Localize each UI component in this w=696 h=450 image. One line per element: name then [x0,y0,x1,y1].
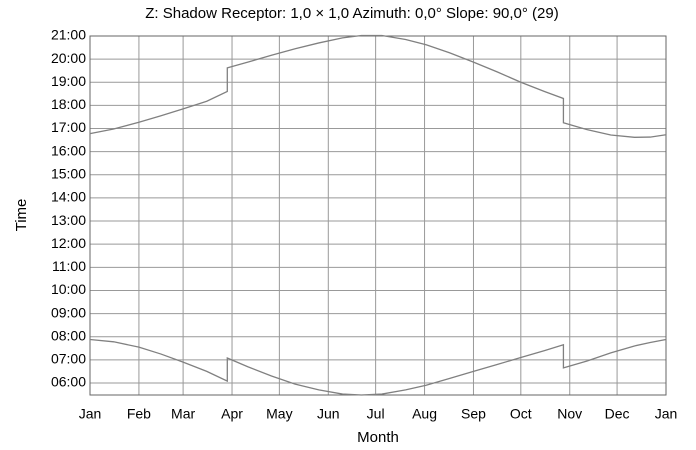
x-tick-label: Apr [221,406,243,422]
y-axis-label: Time [13,199,30,232]
y-tick-label: 07:00 [51,351,86,367]
x-axis-label: Month [357,429,399,446]
x-tick-label: Nov [557,406,582,422]
y-tick-label: 11:00 [52,258,86,274]
x-tick-label: Feb [127,406,151,422]
line-series [89,34,667,138]
y-tick-label: 08:00 [51,327,86,343]
line-series [89,338,667,396]
x-tick-label: Dec [605,406,630,422]
y-tick-label: 12:00 [51,235,86,251]
x-tick-label: Jan [655,406,678,422]
y-tick-label: 17:00 [51,119,86,135]
x-tick-label: Aug [412,406,437,422]
y-tick-label: 14:00 [51,189,86,205]
y-tick-label: 13:00 [51,212,86,228]
y-tick-label: 19:00 [51,73,86,89]
x-tick-label: Mar [171,406,195,422]
plot-frame [89,35,667,396]
y-tick-label: 20:00 [51,50,86,66]
chart-title: Z: Shadow Receptor: 1,0 × 1,0 Azimuth: 0… [145,5,558,22]
y-tick-label: 06:00 [51,374,86,390]
x-tick-label: Jul [367,406,385,422]
x-tick-label: May [266,406,292,422]
y-tick-label: 15:00 [51,165,86,181]
y-tick-label: 18:00 [51,96,86,112]
y-tick-label: 16:00 [51,142,86,158]
y-tick-label: 09:00 [51,304,86,320]
x-tick-label: Oct [510,406,532,422]
x-tick-label: Jan [79,406,102,422]
x-tick-label: Sep [461,406,486,422]
y-tick-label: 10:00 [51,281,86,297]
x-tick-label: Jun [317,406,340,422]
y-tick-label: 21:00 [51,27,86,43]
